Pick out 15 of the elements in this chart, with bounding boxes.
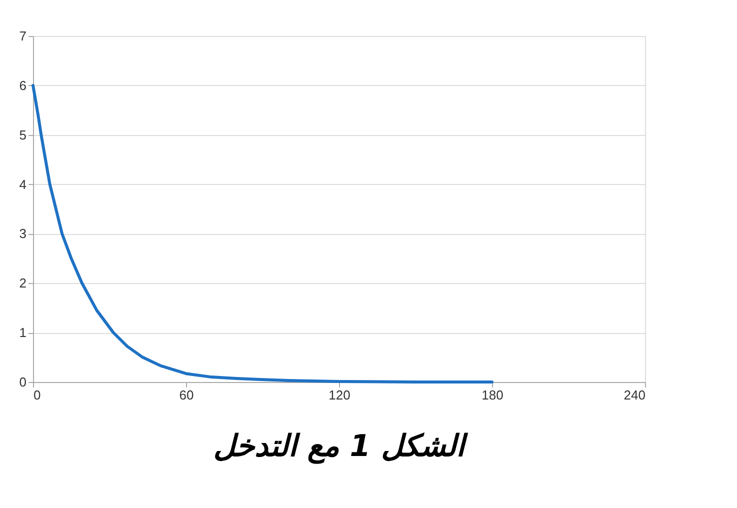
y-tick-label: 0 <box>19 374 26 390</box>
x-tick-label: 240 <box>624 388 646 402</box>
y-tick-label: 5 <box>19 127 26 142</box>
text: الشكل 1 مع التدخل <box>213 429 468 464</box>
y-tick-label: 2 <box>19 276 26 291</box>
y-tick-label: 4 <box>19 176 26 192</box>
line-series <box>32 84 494 384</box>
y-tick-label: 1 <box>19 325 26 340</box>
x-tick-label: 180 <box>482 388 504 402</box>
x-tick-label: 0 <box>34 388 41 402</box>
x-tick-label: 120 <box>328 388 350 402</box>
y-tick-label: 6 <box>19 78 26 93</box>
y-tick-label: 7 <box>19 28 26 44</box>
y-tick-label: 3 <box>19 226 26 242</box>
x-tick-label: 60 <box>179 388 194 402</box>
